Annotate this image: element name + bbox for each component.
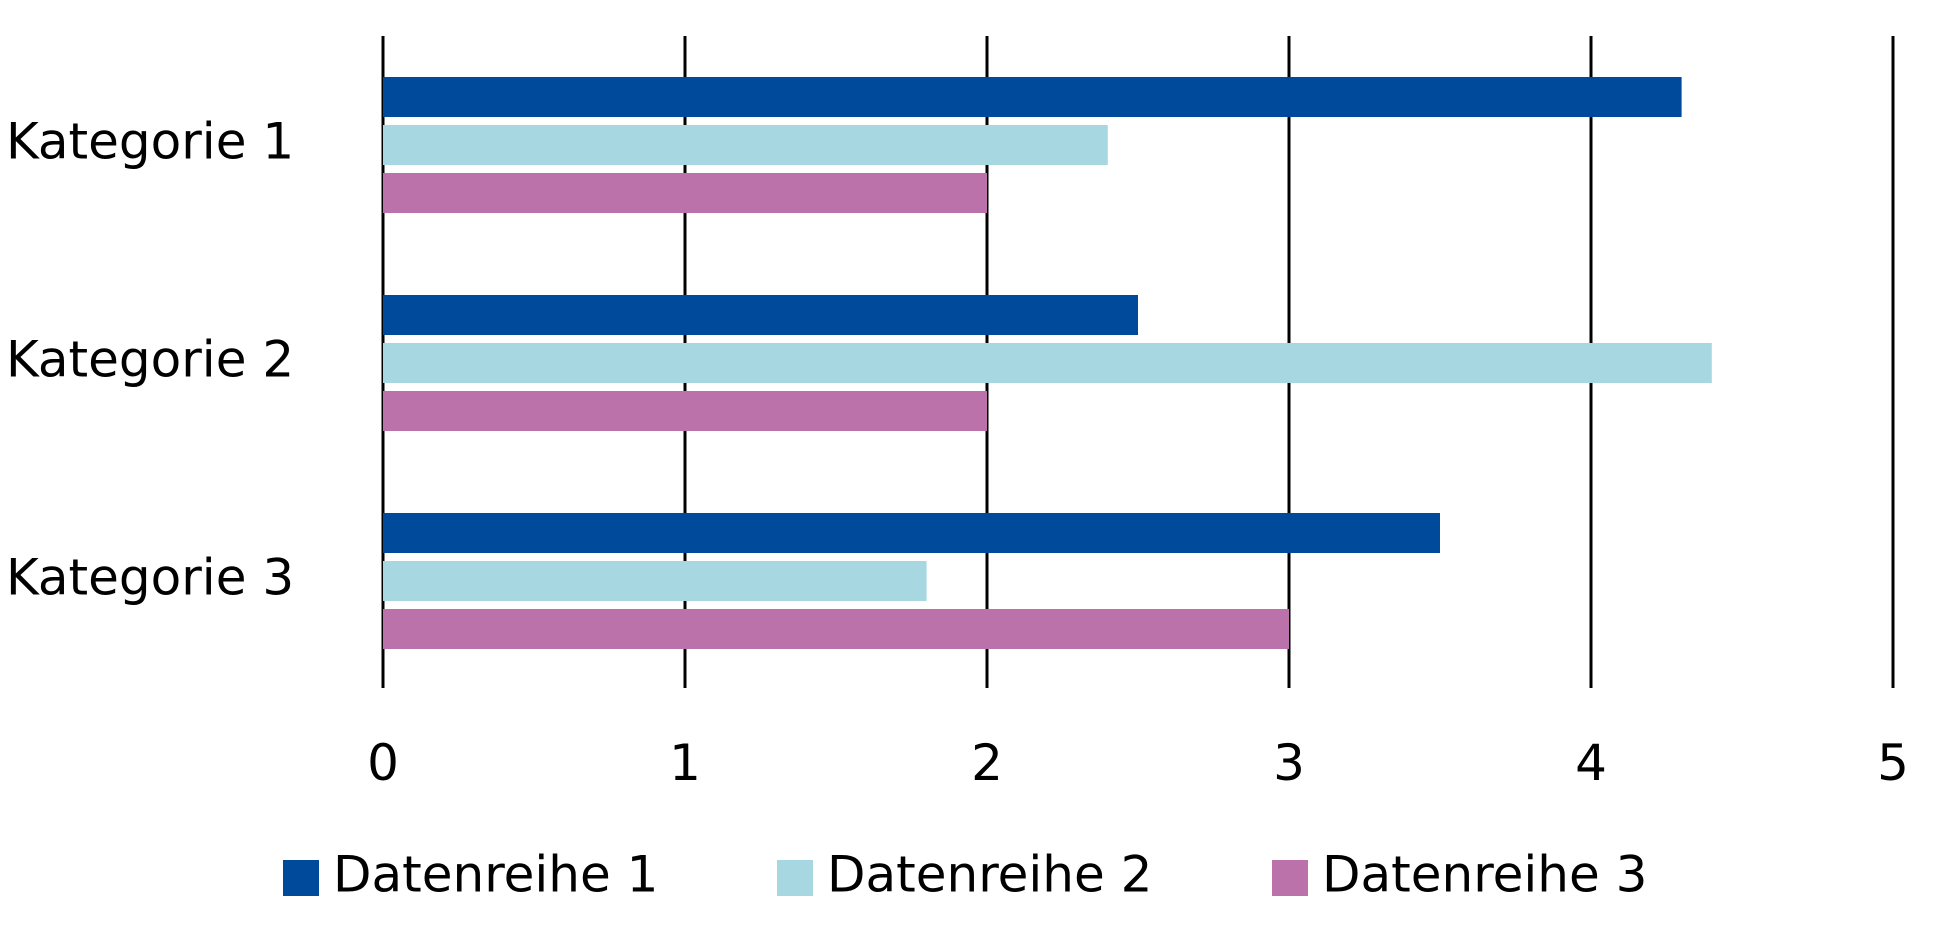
bar-2-cat-3 <box>383 561 927 601</box>
category-label: Kategorie 1 <box>6 113 294 171</box>
x-tick-label: 0 <box>367 734 399 792</box>
x-tick-label: 2 <box>971 734 1003 792</box>
legend-label: Datenreihe 3 <box>1322 846 1647 904</box>
bar-3-cat-2 <box>383 391 987 431</box>
bar-2-cat-1 <box>383 125 1108 165</box>
x-tick-label: 5 <box>1877 734 1909 792</box>
legend-swatch <box>777 860 813 896</box>
bar-3-cat-3 <box>383 609 1289 649</box>
category-labels: Kategorie 1 Kategorie 2 Kategorie 3 <box>6 113 294 607</box>
bars <box>383 77 1712 649</box>
bar-1-cat-2 <box>383 295 1138 335</box>
x-tick-label: 3 <box>1273 734 1305 792</box>
category-label: Kategorie 2 <box>6 331 294 389</box>
legend-label: Datenreihe 1 <box>333 846 658 904</box>
legend-swatch <box>1272 860 1308 896</box>
bar-3-cat-1 <box>383 173 987 213</box>
legend-swatch <box>283 860 319 896</box>
legend: Datenreihe 1 Datenreihe 2 Datenreihe 3 <box>283 846 1647 904</box>
legend-label: Datenreihe 2 <box>827 846 1152 904</box>
x-axis-tick-labels: 0 1 2 3 4 5 <box>367 734 1909 792</box>
x-tick-label: 1 <box>669 734 701 792</box>
bar-1-cat-3 <box>383 513 1440 553</box>
bar-2-cat-2 <box>383 343 1712 383</box>
category-label: Kategorie 3 <box>6 549 294 607</box>
bar-1-cat-1 <box>383 77 1682 117</box>
x-tick-label: 4 <box>1575 734 1607 792</box>
